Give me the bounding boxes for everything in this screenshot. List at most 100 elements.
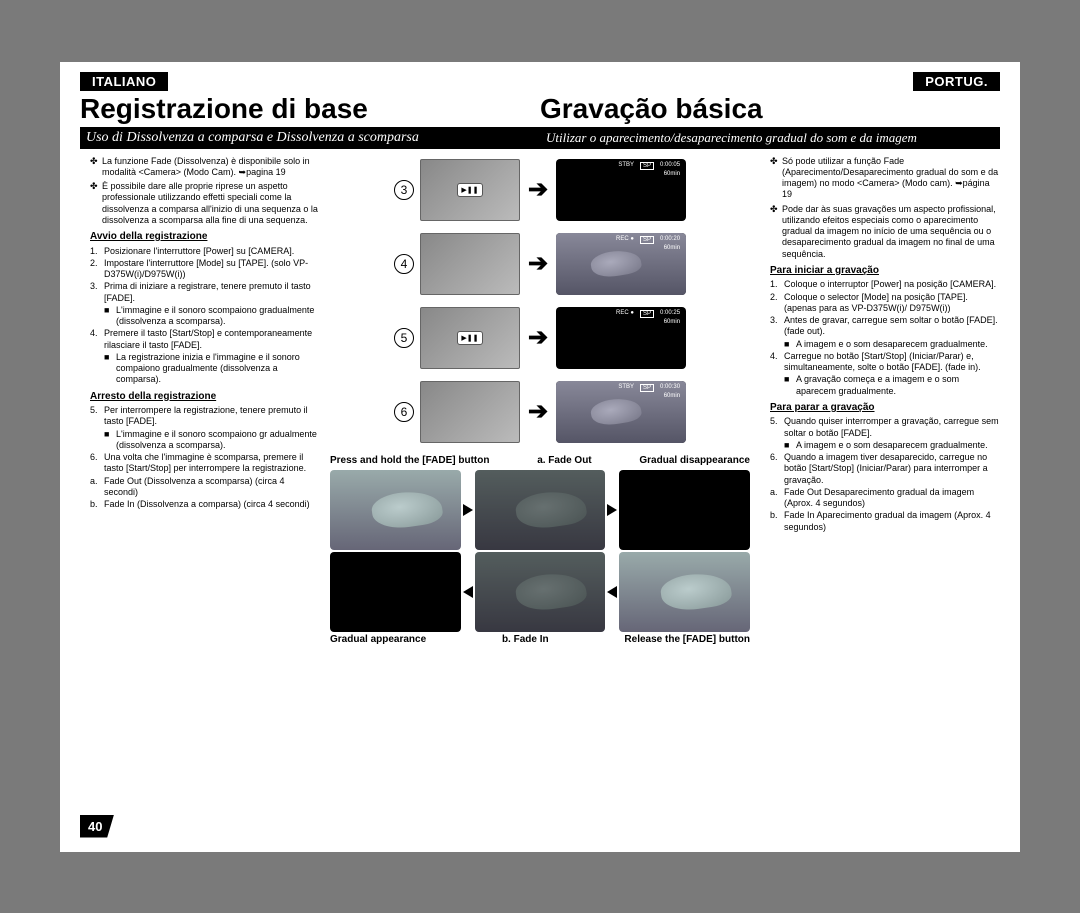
fade-frame-bright (619, 552, 750, 632)
it-step-4: Premere il tasto [Start/Stop] e contempo… (104, 328, 320, 351)
lcd-time: 0:00:30 (660, 384, 680, 392)
fade-frame-dim (475, 470, 606, 550)
column-italian: ✤La funzione Fade (Dissolvenza) è dispon… (80, 155, 320, 649)
triangle-left-icon (463, 586, 473, 598)
fade-out-strip (330, 470, 750, 550)
title-row: Registrazione di base Uso di Dissolvenza… (80, 93, 1000, 149)
pt-step-1: Coloque o interruptor [Power] na posição… (784, 279, 996, 290)
lcd-remain: 60min (664, 393, 680, 399)
column-diagrams: 3 ▶❚❚ ➔ STBY SP 0:00:05 60min 4 ➔ (320, 155, 760, 649)
it-step-5: Per interrompere la registrazione, tener… (104, 405, 320, 428)
arrow-icon: ➔ (528, 397, 548, 426)
pt-fade-in-note: Fade In Aparecimento gradual da imagem (… (784, 510, 1000, 533)
fade-in-strip (330, 552, 750, 632)
fade-frame-black (330, 552, 461, 632)
step-4-row: 4 ➔ REC ● SP 0:00:20 60min (326, 233, 754, 295)
arrow-icon: ➔ (528, 249, 548, 278)
bullet-icon: ✤ (90, 181, 102, 226)
square-icon: ■ (784, 374, 796, 397)
lcd-time: 0:00:05 (660, 162, 680, 170)
fade-label-top-right: Gradual disappearance (639, 455, 750, 466)
arrow-icon: ➔ (528, 175, 548, 204)
manual-page: ITALIANO PORTUG. Registrazione di base U… (60, 62, 1020, 852)
lcd-sp: SP (640, 310, 654, 318)
camera-thumb (420, 233, 520, 295)
square-icon: ■ (104, 305, 116, 328)
it-bullet-2: È possibile dare alle proprie riprese un… (102, 181, 320, 226)
title-pt: Gravação básica (540, 93, 1000, 125)
pt-step-2: Coloque o selector [Mode] na posição [TA… (784, 292, 1000, 315)
it-step-3: Prima di iniziare a registrare, tenere p… (104, 281, 320, 304)
triangle-left-icon (607, 586, 617, 598)
it-step-4a: La registrazione inizia e l'immagine e i… (116, 352, 320, 386)
it-step-1: Posizionare l'interruttore [Power] su [C… (104, 246, 294, 257)
lcd-sp: SP (640, 162, 654, 170)
pt-step-5: Quando quiser interromper a gravação, ca… (784, 416, 1000, 439)
it-fade-in-note: Fade In (Dissolvenza a comparsa) (circa … (104, 499, 310, 510)
fade-label-top-center: a. Fade Out (537, 455, 591, 466)
title-it: Registrazione di base (80, 93, 540, 125)
lcd-time: 0:00:20 (660, 236, 680, 244)
square-icon: ■ (104, 429, 116, 452)
lcd-5: REC ● SP 0:00:25 60min (556, 307, 686, 369)
fade-label-bottom-left: Gradual appearance (330, 634, 426, 645)
lcd-remain: 60min (664, 319, 680, 325)
pt-step-5a: A imagem e o som desaparecem gradualment… (796, 440, 988, 451)
content-row: ✤La funzione Fade (Dissolvenza) è dispon… (80, 155, 1000, 649)
it-heading-stop: Arresto della registrazione (90, 391, 320, 404)
fade-frame-dim (475, 552, 606, 632)
language-tags: ITALIANO PORTUG. (80, 72, 1000, 91)
triangle-right-icon (607, 504, 617, 516)
camera-thumb (420, 381, 520, 443)
step-circle-4: 4 (394, 254, 414, 274)
it-bullet-1: La funzione Fade (Dissolvenza) è disponi… (102, 156, 320, 179)
fade-frame-bright (330, 470, 461, 550)
bullet-icon: ✤ (770, 156, 782, 201)
lcd-6: STBY SP 0:00:30 60min (556, 381, 686, 443)
lcd-remain: 60min (664, 171, 680, 177)
pt-heading-stop: Para parar a gravação (770, 402, 1000, 415)
pt-step-3a: A imagem e o som desaparecem gradualment… (796, 339, 988, 350)
play-pause-icon: ▶❚❚ (457, 183, 483, 197)
lcd-sp: SP (640, 384, 654, 392)
lcd-remain: 60min (664, 245, 680, 251)
lcd-4: REC ● SP 0:00:20 60min (556, 233, 686, 295)
play-pause-icon: ▶❚❚ (457, 331, 483, 345)
pt-bullet-2: Pode dar às suas gravações um aspecto pr… (782, 204, 1000, 260)
square-icon: ■ (784, 440, 796, 451)
pt-step-3: Antes de gravar, carregue sem soltar o b… (784, 315, 1000, 338)
step-3-row: 3 ▶❚❚ ➔ STBY SP 0:00:05 60min (326, 159, 754, 221)
it-step-3a: L'immagine e il sonoro scompaiono gradua… (116, 305, 320, 328)
pt-heading-start: Para iniciar a gravação (770, 265, 1000, 278)
lang-portug: PORTUG. (913, 72, 1000, 91)
it-step-5a: L'immagine e il sonoro scompaiono gr adu… (116, 429, 320, 452)
it-heading-start: Avvio della registrazione (90, 231, 320, 244)
pt-step-4: Carregue no botão [Start/Stop] (Iniciar/… (784, 351, 1000, 374)
square-icon: ■ (784, 339, 796, 350)
step-circle-3: 3 (394, 180, 414, 200)
triangle-right-icon (463, 504, 473, 516)
fade-label-bottom-center: b. Fade In (502, 634, 549, 645)
pt-step-6: Quando a imagem tiver desaparecido, carr… (784, 452, 1000, 486)
step-6-row: 6 ➔ STBY SP 0:00:30 60min (326, 381, 754, 443)
bullet-icon: ✤ (90, 156, 102, 179)
it-step-6: Una volta che l'immagine è scomparsa, pr… (104, 452, 320, 475)
step-circle-6: 6 (394, 402, 414, 422)
lcd-status: STBY (618, 162, 634, 170)
pt-bullet-1: Só pode utilizar a função Fade (Aparecim… (782, 156, 1000, 201)
lcd-sp: SP (640, 236, 654, 244)
bullet-icon: ✤ (770, 204, 782, 260)
subtitle-it: Uso di Dissolvenza a comparsa e Dissolve… (80, 127, 540, 149)
fade-label-top-left: Press and hold the [FADE] button (330, 455, 489, 466)
lcd-3: STBY SP 0:00:05 60min (556, 159, 686, 221)
lcd-status: REC ● (616, 236, 634, 244)
it-step-2: Impostare l'interruttore [Mode] su [TAPE… (104, 258, 320, 281)
step-circle-5: 5 (394, 328, 414, 348)
lcd-status: REC ● (616, 310, 634, 318)
square-icon: ■ (104, 352, 116, 386)
lcd-status: STBY (618, 384, 634, 392)
camera-thumb: ▶❚❚ (420, 307, 520, 369)
column-portuguese: ✤Só pode utilizar a função Fade (Apareci… (760, 155, 1000, 649)
fade-frame-black (619, 470, 750, 550)
fade-section: Press and hold the [FADE] button a. Fade… (326, 455, 754, 645)
